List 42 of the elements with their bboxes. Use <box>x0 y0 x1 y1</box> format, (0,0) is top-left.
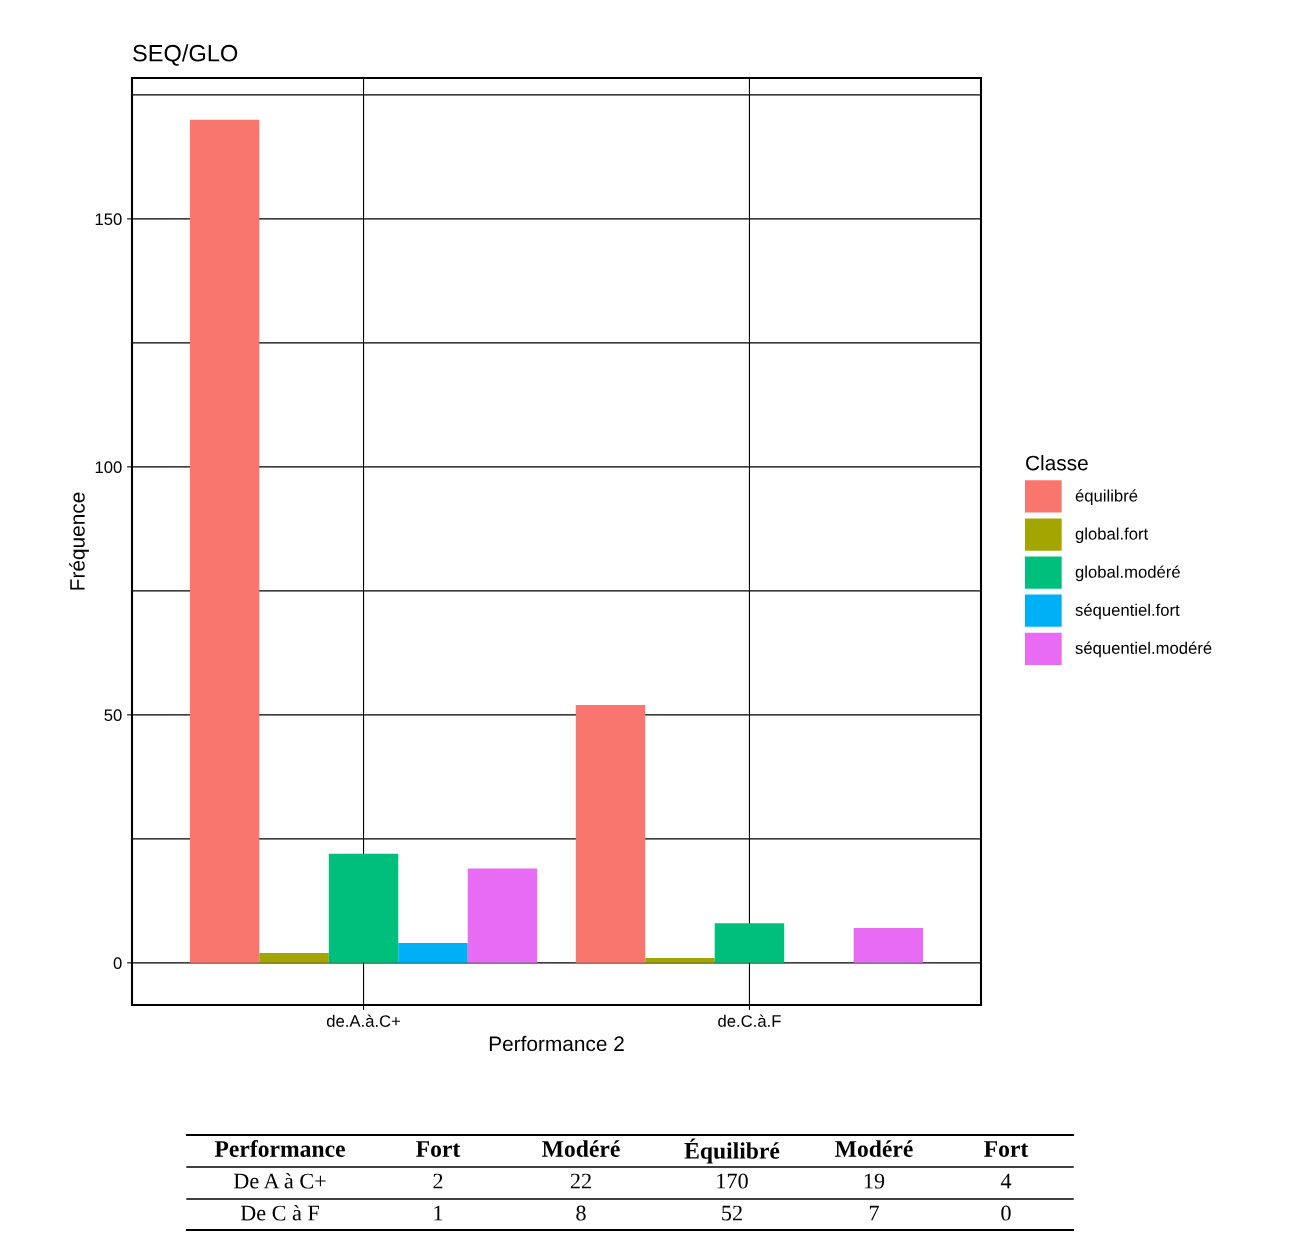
x-axis-title: Performance 2 <box>489 1035 624 1052</box>
text: 2 <box>433 1173 443 1189</box>
text: De C à F <box>240 1204 320 1221</box>
legend-title: Classe <box>1026 455 1088 471</box>
y-tick-label: 100 <box>95 461 122 474</box>
text: 8 <box>576 1205 586 1221</box>
legend-label: global.fort <box>1075 527 1149 544</box>
text: Fort <box>416 1141 461 1157</box>
legend-label: séquentiel.modéré <box>1075 641 1212 658</box>
text: De A à C+ <box>233 1172 326 1189</box>
chart-title: SEQ/GLO <box>133 44 238 66</box>
text: Fort <box>984 1141 1029 1157</box>
text: Équilibré <box>684 1138 780 1164</box>
bar <box>398 943 468 963</box>
bar <box>328 853 399 963</box>
text: 52 <box>722 1205 742 1221</box>
bar <box>645 957 715 963</box>
text: 22 <box>570 1173 591 1189</box>
legend-label: séquentiel.fort <box>1075 603 1180 620</box>
text: Modéré <box>835 1140 913 1157</box>
bar <box>467 868 538 963</box>
text: 0 <box>1001 1205 1011 1221</box>
x-tick-label: de.A.à.C+ <box>326 1014 401 1027</box>
bar <box>189 119 260 963</box>
y-tick-label: 0 <box>113 957 122 970</box>
y-tick-label: 50 <box>104 709 122 722</box>
text: 1 <box>434 1205 443 1221</box>
bar <box>575 704 646 963</box>
y-axis-title: Fréquence <box>69 492 89 590</box>
text: Modéré <box>542 1140 620 1157</box>
text: 170 <box>717 1173 748 1189</box>
x-tick-label: de.C.à.F <box>718 1014 781 1027</box>
legend-label: équilibré <box>1075 489 1138 505</box>
text: 4 <box>1000 1173 1012 1189</box>
bar <box>259 952 329 963</box>
text: 7 <box>869 1205 879 1221</box>
bar <box>714 923 785 963</box>
y-tick-label: 150 <box>95 213 122 226</box>
text: Performance <box>214 1140 345 1157</box>
text: 19 <box>864 1173 885 1189</box>
bar <box>853 928 924 963</box>
legend-label: global.modéré <box>1075 565 1180 582</box>
